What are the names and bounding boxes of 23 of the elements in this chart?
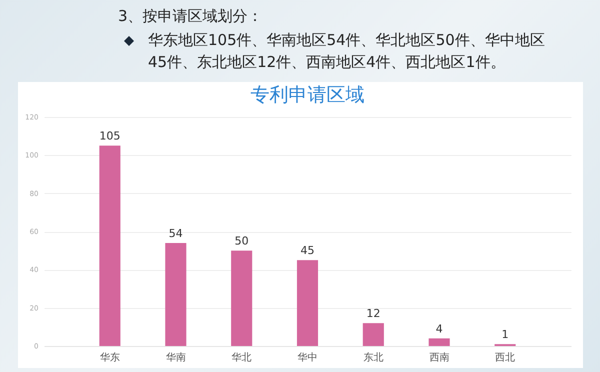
bar — [362, 323, 384, 346]
bar — [428, 338, 450, 346]
x-tick-label: 华北 — [232, 352, 252, 364]
x-tick-label: 东北 — [363, 352, 384, 364]
bar — [231, 250, 252, 346]
data-label: 4 — [436, 322, 443, 336]
data-label: 105 — [99, 130, 120, 143]
x-tick-label: 西北 — [495, 352, 516, 364]
text: 华东地区105件、华南地区54件、华北地区50件、华中地区45件、东北地区12件、西南地区4件、西北地区1件。 — [148, 30, 546, 73]
data-label: 1 — [502, 328, 509, 342]
data-label: 12 — [366, 307, 380, 320]
x-tick-label: 华南 — [166, 352, 186, 364]
data-label: 54 — [168, 226, 183, 240]
x-tick-label: 西南 — [429, 352, 450, 364]
text: 3、按申请区域划分： — [118, 6, 263, 27]
bar — [296, 260, 318, 346]
data-label: 50 — [234, 234, 249, 248]
bar — [165, 242, 186, 346]
chart-title: 专利申请区域 — [250, 84, 364, 106]
data-label: 45 — [300, 244, 314, 258]
bar — [99, 146, 120, 346]
x-tick-label: 华东 — [100, 352, 120, 364]
x-tick-label: 华中 — [298, 352, 318, 364]
